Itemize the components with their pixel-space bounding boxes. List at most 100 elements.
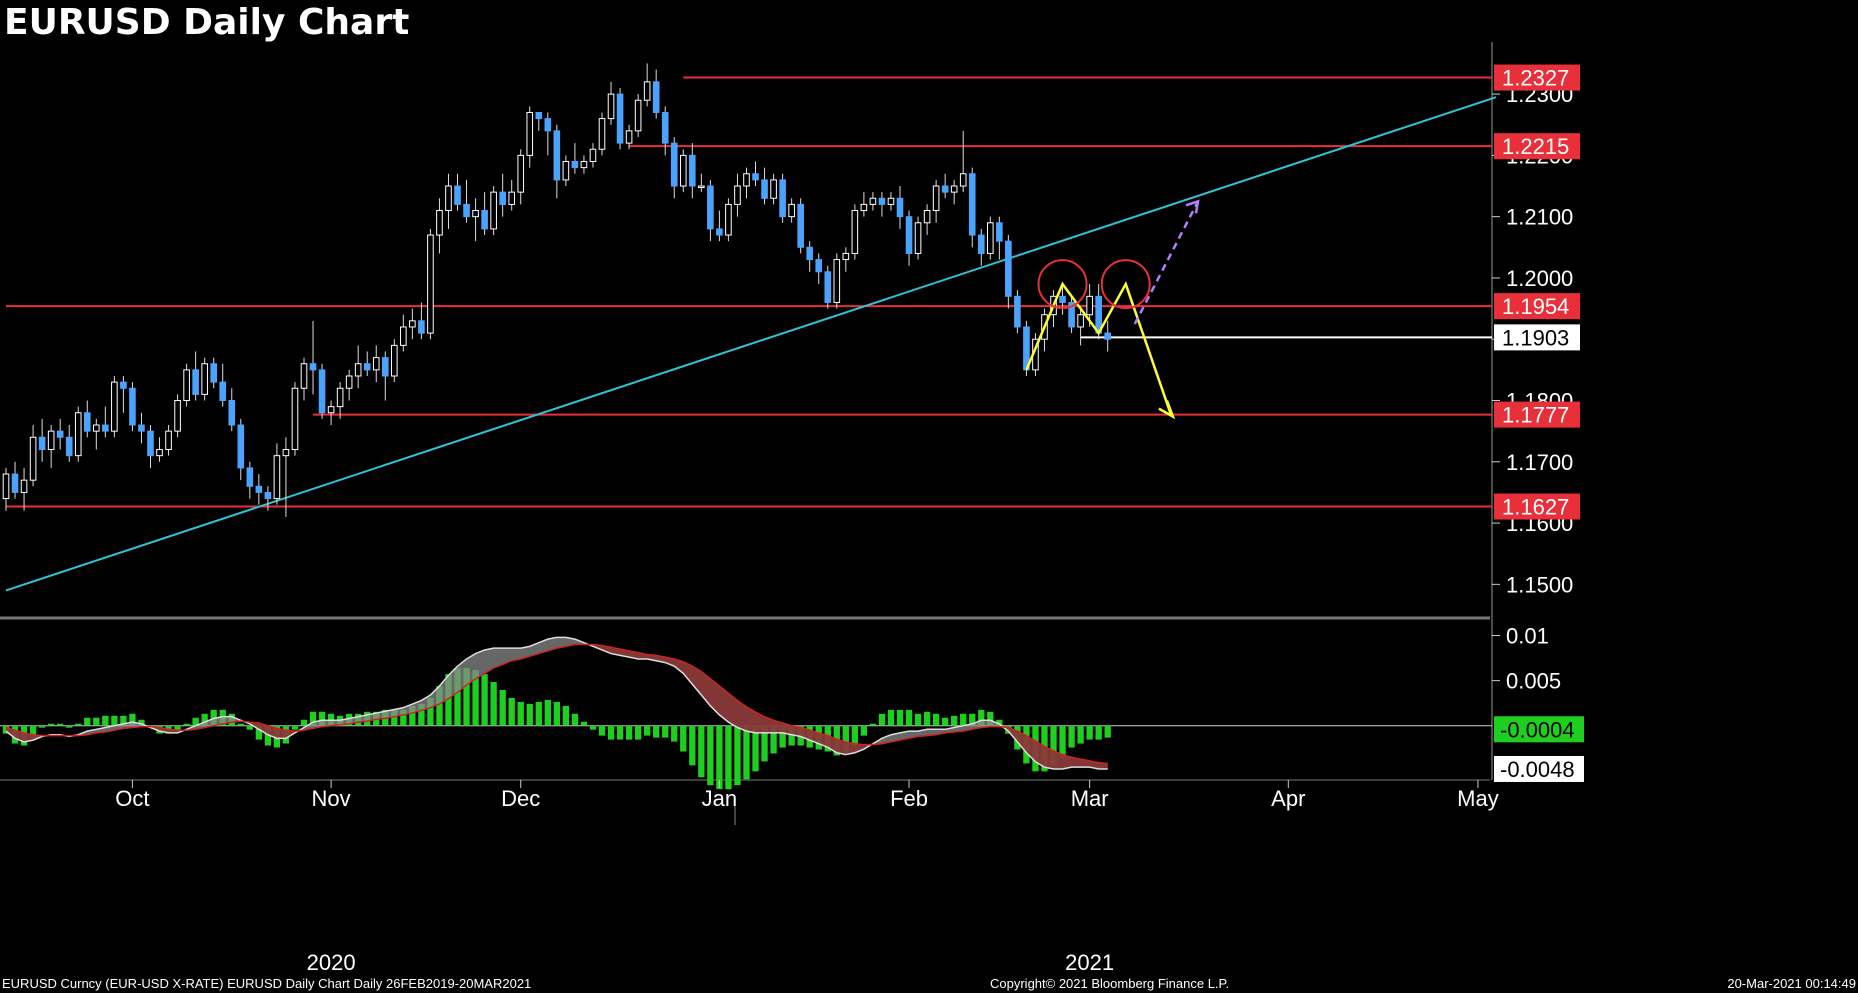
- candle: [544, 112, 552, 156]
- candle: [950, 179, 958, 205]
- macd-histogram-bar: [111, 715, 118, 726]
- macd-histogram-bar: [896, 709, 904, 726]
- candle-body: [246, 467, 254, 487]
- candle-body: [589, 148, 597, 163]
- candle: [761, 167, 768, 205]
- candle-body: [454, 185, 461, 205]
- candle: [336, 382, 344, 419]
- macd-histogram-bar: [463, 668, 470, 726]
- macd-histogram-bar: [418, 703, 425, 726]
- macd-histogram-bar: [779, 725, 786, 748]
- candle: [381, 351, 389, 401]
- candle-body: [282, 449, 290, 457]
- macd-histogram-bar: [932, 713, 940, 726]
- candle: [192, 351, 199, 401]
- candle: [634, 94, 642, 137]
- candle: [83, 400, 91, 438]
- candle-body: [309, 363, 317, 371]
- candle-body: [192, 369, 199, 395]
- candle-body: [255, 485, 263, 493]
- macd-histogram-bar: [264, 725, 272, 746]
- candle-body: [201, 363, 208, 395]
- pattern-arrowhead: [1158, 400, 1176, 420]
- macd-histogram-bar: [941, 717, 949, 726]
- macd-histogram-bar: [1095, 725, 1102, 740]
- level-tag-label: 1.1777: [1502, 403, 1569, 428]
- macd-histogram-bar: [923, 711, 931, 726]
- macd-histogram-bar: [978, 709, 985, 726]
- candle-body: [625, 130, 633, 144]
- candle: [309, 320, 317, 395]
- macd-histogram-bar: [707, 725, 714, 786]
- macd-histogram-bar: [869, 723, 877, 726]
- macd-histogram-bar: [75, 723, 82, 726]
- candle-body: [20, 479, 28, 493]
- candle: [74, 406, 82, 462]
- candle-body: [327, 406, 335, 414]
- candle-body: [111, 381, 118, 432]
- footer-security-info: EURUSD Curncy (EUR-USD X-RATE) EURUSD Da…: [2, 976, 532, 991]
- candle-body: [968, 173, 976, 236]
- macd-histogram-bar: [409, 705, 416, 726]
- candle: [625, 124, 633, 150]
- candle: [345, 369, 353, 401]
- candle: [779, 173, 786, 223]
- candle-body: [11, 473, 19, 493]
- candle-body: [354, 363, 362, 377]
- x-tick-label: Mar: [1071, 786, 1109, 811]
- candle: [427, 228, 434, 340]
- macd-histogram-bar: [436, 686, 443, 726]
- macd-histogram-bar: [499, 689, 506, 726]
- candle: [941, 173, 949, 199]
- macd-histogram-bar: [725, 725, 732, 790]
- macd-histogram-bar: [716, 725, 723, 790]
- candle: [987, 216, 994, 260]
- macd-tag-label: -0.0004: [1500, 717, 1575, 742]
- candle-body: [436, 210, 443, 236]
- macd-histogram-bar: [38, 725, 46, 728]
- candle: [436, 198, 443, 254]
- candle: [788, 198, 795, 223]
- candle: [887, 192, 895, 211]
- macd-histogram-bar: [662, 725, 669, 738]
- candle-body: [499, 191, 506, 205]
- candle: [400, 314, 407, 352]
- candle: [372, 345, 380, 383]
- candle-body: [517, 154, 525, 193]
- candle: [120, 375, 127, 413]
- candle-body: [616, 93, 624, 144]
- candle: [607, 81, 615, 125]
- y-tick-label: 1.2000: [1506, 266, 1573, 291]
- candle-body: [779, 179, 786, 218]
- candle: [291, 382, 299, 456]
- macd-histogram-bar: [580, 721, 588, 726]
- candle-body: [833, 259, 841, 303]
- candle-body: [165, 430, 172, 451]
- candle-body: [29, 436, 37, 481]
- candle-body: [38, 436, 46, 451]
- candle-body: [896, 197, 904, 218]
- candle-body: [56, 430, 64, 438]
- candle-body: [707, 185, 714, 230]
- candle-body: [391, 344, 398, 377]
- candle: [418, 302, 425, 340]
- macd-histogram-bar: [1059, 725, 1066, 758]
- macd-histogram-bar: [951, 715, 958, 726]
- candle: [743, 167, 750, 199]
- macd-histogram-bar: [761, 725, 768, 762]
- macd-histogram-bar: [1068, 725, 1075, 748]
- candle: [670, 136, 678, 199]
- macd-histogram-bar: [481, 674, 488, 726]
- candle-body: [851, 210, 859, 254]
- candle-body: [914, 222, 922, 254]
- candle-body: [670, 142, 678, 187]
- candle-body: [508, 191, 515, 205]
- candle: [219, 363, 227, 407]
- candle: [580, 155, 588, 174]
- macd-histogram-bar: [616, 725, 624, 740]
- candle-body: [1014, 295, 1021, 328]
- macd-histogram-bar: [237, 723, 244, 726]
- candle: [264, 486, 272, 511]
- candle: [228, 388, 236, 432]
- candle-body: [237, 424, 245, 469]
